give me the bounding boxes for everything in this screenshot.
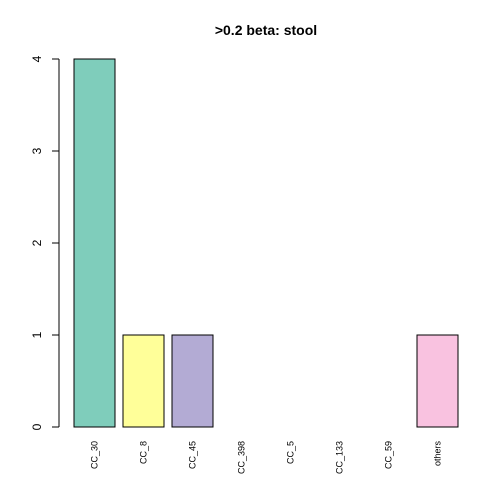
- x-tick-label: CC_59: [384, 441, 394, 469]
- x-tick-label: CC_30: [90, 441, 100, 469]
- x-tick-label: CC_133: [335, 441, 345, 474]
- y-tick-label: 3: [30, 147, 44, 154]
- x-axis-labels: CC_30 CC_8 CC_45 CC_398 CC_5 CC_133 CC_59 other…: [90, 441, 443, 475]
- y-tick-label: 2: [30, 239, 44, 246]
- x-tick-label: CC_45: [188, 441, 198, 469]
- x-tick-label: CC_5: [286, 441, 296, 464]
- y-tick-label: 4: [30, 55, 44, 62]
- y-tick-label: 0: [30, 423, 44, 430]
- x-tick-label: CC_8: [139, 441, 149, 464]
- y-tick-label: 1: [30, 331, 44, 338]
- bars: [73, 58, 459, 428]
- bar-others: [416, 334, 459, 428]
- x-tick-label: others: [433, 441, 443, 467]
- chart-title: >0.2 beta: stool: [215, 22, 317, 38]
- bar-cc-45: [171, 334, 214, 428]
- x-tick-label: CC_398: [237, 441, 247, 474]
- y-axis: 0 1 2 3 4: [30, 55, 60, 430]
- bar-cc-30: [73, 58, 116, 428]
- bar-cc-8: [122, 334, 165, 428]
